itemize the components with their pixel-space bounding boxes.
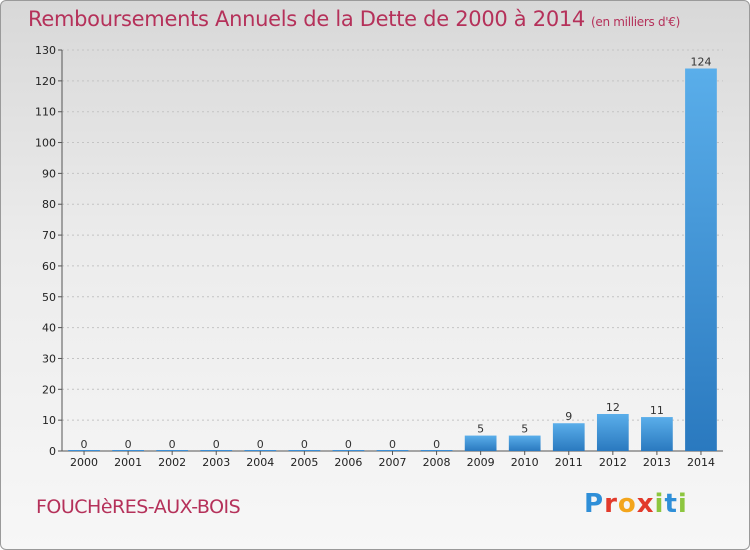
value-label-2012: 12 [606, 401, 620, 414]
bar-2011 [552, 423, 585, 451]
grid-lines [62, 49, 723, 452]
chart-title: Remboursements Annuels de la Dette de 20… [28, 7, 680, 31]
x-tick-label-2010: 2010 [511, 456, 539, 469]
value-label-2005: 0 [301, 438, 308, 451]
x-tick-label-2008: 2008 [423, 456, 451, 469]
x-tick-label-2005: 2005 [290, 456, 318, 469]
y-tick-label: 130 [35, 44, 56, 57]
x-tick-label-2011: 2011 [555, 456, 583, 469]
logo-letter: i [654, 489, 665, 519]
value-label-2013: 11 [650, 404, 664, 417]
value-label-2009: 5 [477, 423, 484, 436]
bar-2006 [332, 450, 365, 451]
logo-letter: i [677, 489, 688, 519]
chart-unit: (en milliers d'€) [591, 15, 681, 29]
value-label-2004: 0 [257, 438, 264, 451]
y-tick-label: 10 [42, 414, 56, 427]
x-tick-label-2014: 2014 [687, 456, 715, 469]
bar-2013 [641, 417, 673, 451]
logo-letter: t [664, 489, 678, 519]
bar-2000 [68, 450, 100, 451]
y-tick-label: 40 [42, 322, 56, 335]
x-tick-label-2000: 2000 [70, 456, 98, 469]
y-tick-label: 20 [42, 383, 56, 396]
y-tick-label: 100 [35, 137, 56, 150]
x-tick-label-2009: 2009 [467, 456, 495, 469]
x-tick-label-2012: 2012 [599, 456, 627, 469]
y-tick-label: 90 [42, 167, 56, 180]
logo-letter: r [604, 489, 618, 519]
bar-2008 [420, 450, 453, 451]
y-tick-label: 70 [42, 229, 56, 242]
value-label-2014: 124 [690, 56, 711, 69]
bar-2007 [376, 450, 409, 451]
bars [68, 68, 717, 451]
value-label-2008: 0 [433, 438, 440, 451]
x-tick-label-2004: 2004 [246, 456, 274, 469]
logo-letter: x [636, 489, 655, 519]
logo-letter: o [617, 489, 637, 519]
x-tick-label-2001: 2001 [114, 456, 142, 469]
value-label-2001: 0 [125, 438, 132, 451]
value-label-2000: 0 [81, 438, 88, 451]
x-tick-label-2013: 2013 [643, 456, 671, 469]
y-tick-label: 50 [42, 291, 56, 304]
commune-name: FOUCHèRES-AUX-BOIS [36, 496, 241, 518]
bar-2002 [156, 450, 189, 451]
x-tick-label-2003: 2003 [202, 456, 230, 469]
y-tick-label: 110 [35, 106, 56, 119]
bar-2001 [112, 450, 144, 451]
bar-2004 [244, 450, 277, 451]
bar-2009 [464, 435, 497, 451]
x-tick-label-2002: 2002 [158, 456, 186, 469]
bar-2014 [685, 68, 717, 451]
value-label-2010: 5 [521, 423, 528, 436]
proxiti-logo: Proxiti [584, 489, 688, 519]
chart-title-text: Remboursements Annuels de la Dette de 20… [28, 7, 585, 31]
bar-2005 [288, 450, 321, 451]
y-tick-label: 60 [42, 260, 56, 273]
bar-2003 [200, 450, 233, 451]
value-label-2007: 0 [389, 438, 396, 451]
x-tick-label-2006: 2006 [334, 456, 362, 469]
bar-2012 [596, 413, 629, 451]
y-tick-label: 0 [49, 445, 56, 458]
y-tick-label: 30 [42, 352, 56, 365]
bar-2010 [508, 435, 541, 451]
y-tick-label: 80 [42, 198, 56, 211]
logo-letter: P [584, 489, 605, 519]
value-labels: 0 0 0 0 0 0 0 0 0 5 5 9 12 11 124 [81, 56, 712, 451]
x-tick-label-2007: 2007 [379, 456, 407, 469]
value-label-2002: 0 [169, 438, 176, 451]
value-label-2003: 0 [213, 438, 220, 451]
y-tick-label: 120 [35, 75, 56, 88]
value-label-2006: 0 [345, 438, 352, 451]
value-label-2011: 9 [565, 410, 572, 423]
